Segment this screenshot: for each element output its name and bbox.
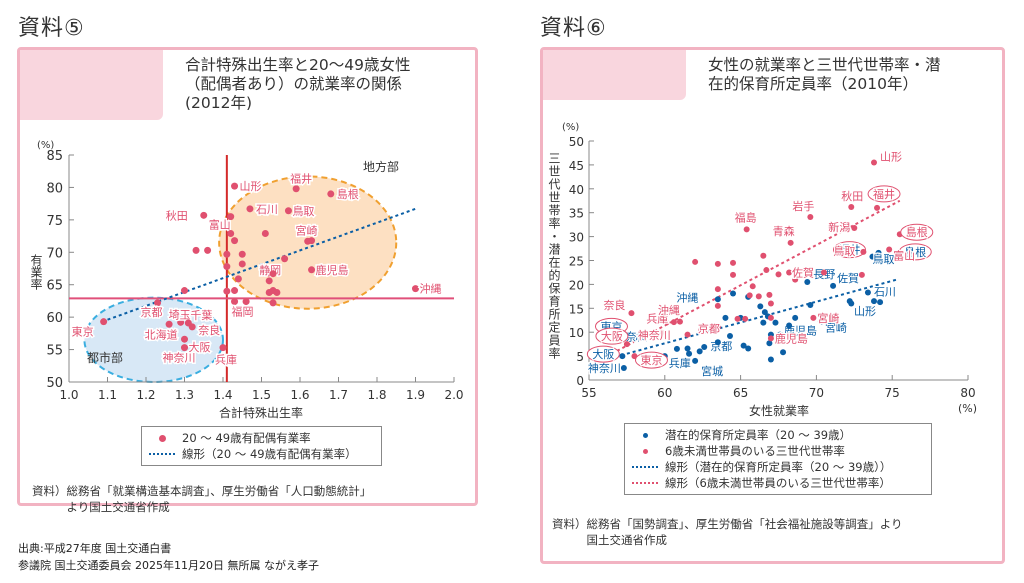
footer-session: 参議院 国土交通委員会 2025年11月20日 無所属 ながえ孝子 — [18, 559, 319, 572]
legend-label: 線形（6歳未満世帯員のいる三世代世帯率） — [665, 476, 891, 490]
panel5-legend: 20 ～ 49歳有配偶有業率 線形（20 ～ 49歳有配偶有業率） — [141, 426, 382, 466]
legend-item-childcare: 潜在的保育所定員率（20 ～ 39歳） — [631, 427, 925, 443]
pink-dot-icon — [642, 448, 648, 454]
legend-item-threegen: 6歳未満世帯員のいる三世代世帯率 — [631, 443, 925, 459]
pink-dotted-line-icon — [632, 482, 658, 484]
pink-dot-icon — [158, 434, 166, 442]
panel6-heading: 資料⑥ — [540, 16, 607, 41]
legend-item-threegen-trend: 線形（6歳未満世帯員のいる三世代世帯率） — [631, 475, 925, 491]
panel5-title-block — [20, 50, 163, 120]
legend-label: 20 ～ 49歳有配偶有業率 — [182, 431, 311, 445]
legend-label: 線形（潜在的保育所定員率（20 ～ 39歳）） — [665, 460, 892, 474]
legend-label: 6歳未満世帯員のいる三世代世帯率 — [665, 444, 845, 458]
blue-dotted-line-icon — [149, 453, 175, 455]
legend-label: 潜在的保育所定員率（20 ～ 39歳） — [665, 428, 852, 442]
legend-item-childcare-trend: 線形（潜在的保育所定員率（20 ～ 39歳）） — [631, 459, 925, 475]
panel6-legend: 潜在的保育所定員率（20 ～ 39歳） 6歳未満世帯員のいる三世代世帯率 線形（… — [624, 423, 932, 495]
panel6-source: 資料）総務省「国勢調査」、厚生労働省「社会福祉施設等調査」より 国土交通省作成 — [552, 517, 903, 547]
panel6-title-block — [543, 50, 686, 100]
footer-source: 出典:平成27年度 国土交通白書 — [18, 542, 172, 555]
blue-dot-icon — [642, 432, 648, 438]
blue-dotted-line-icon — [632, 466, 658, 468]
panel5-title: 合計特殊出生率と20～49歳女性 （配偶者あり）の就業率の関係 (2012年) — [185, 56, 411, 112]
legend-item-trend: 線形（20 ～ 49歳有配偶有業率） — [148, 446, 375, 462]
panel5-heading: 資料⑤ — [18, 16, 85, 41]
legend-item-rate: 20 ～ 49歳有配偶有業率 — [148, 430, 375, 446]
legend-label: 線形（20 ～ 49歳有配偶有業率） — [182, 447, 357, 461]
footer: 出典:平成27年度 国土交通白書 参議院 国土交通委員会 2025年11月20日… — [18, 540, 319, 574]
panel6-title: 女性の就業率と三世代世帯率・潜 在的保育所定員率（2010年） — [708, 56, 941, 93]
panel5-source: 資料）総務省「就業構造基本調査」、厚生労働省「人口動態統計」 より国土交通省作成 — [32, 484, 372, 514]
